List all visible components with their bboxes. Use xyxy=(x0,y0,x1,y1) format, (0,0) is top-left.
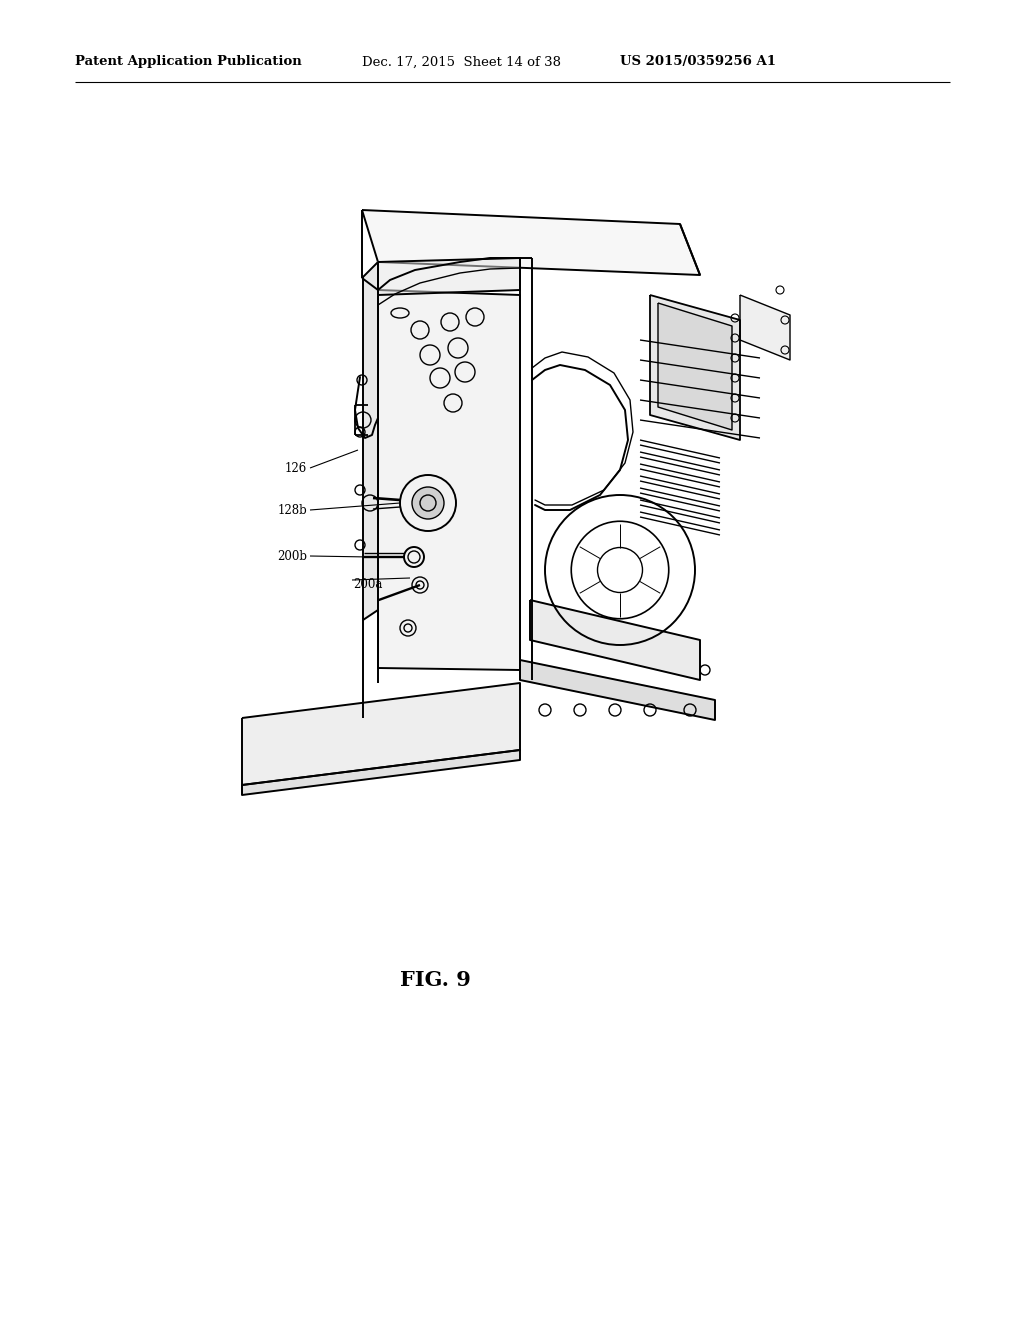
Text: US 2015/0359256 A1: US 2015/0359256 A1 xyxy=(620,55,776,69)
Text: Patent Application Publication: Patent Application Publication xyxy=(75,55,302,69)
Text: 126: 126 xyxy=(285,462,307,474)
Text: FIG. 9: FIG. 9 xyxy=(399,970,470,990)
Polygon shape xyxy=(520,660,715,719)
Polygon shape xyxy=(242,682,520,785)
Text: 200b: 200b xyxy=(278,549,307,562)
Text: 128b: 128b xyxy=(278,503,307,516)
Polygon shape xyxy=(378,290,520,671)
Polygon shape xyxy=(362,261,378,620)
Polygon shape xyxy=(530,601,700,680)
Polygon shape xyxy=(658,304,732,430)
Text: 200a: 200a xyxy=(353,578,382,591)
Text: Dec. 17, 2015  Sheet 14 of 38: Dec. 17, 2015 Sheet 14 of 38 xyxy=(362,55,561,69)
Polygon shape xyxy=(378,257,520,294)
Circle shape xyxy=(412,487,444,519)
Polygon shape xyxy=(650,294,740,440)
Polygon shape xyxy=(740,294,790,360)
Polygon shape xyxy=(242,750,520,795)
Polygon shape xyxy=(362,210,700,275)
